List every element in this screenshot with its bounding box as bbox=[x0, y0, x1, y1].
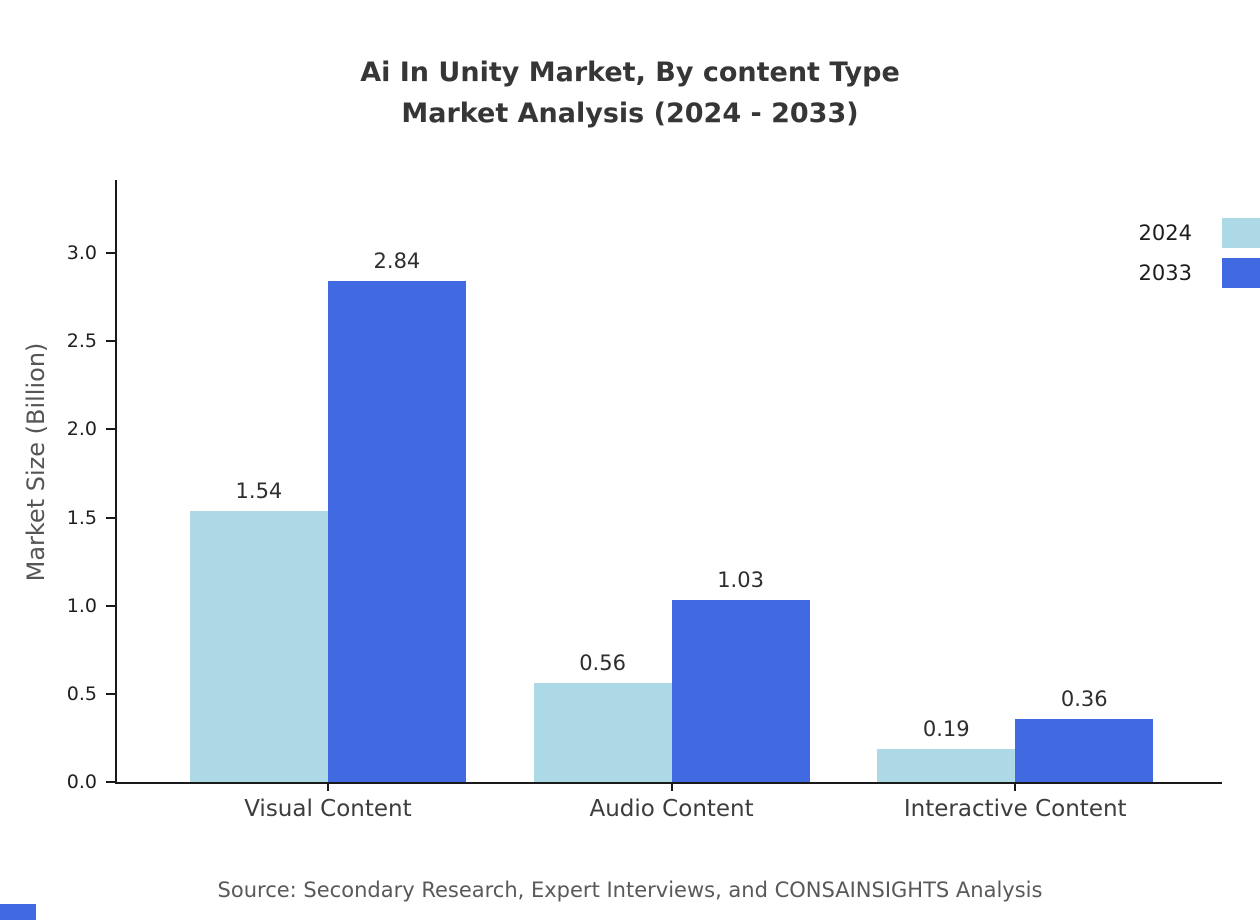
bar-group: 1.54 2.84 bbox=[189, 180, 466, 782]
watermark-corner bbox=[0, 904, 36, 920]
bar-value-label: 1.03 bbox=[717, 568, 764, 593]
x-category-label: Audio Content bbox=[589, 796, 754, 822]
bar-2024 bbox=[189, 510, 328, 782]
bar-wrap: 1.54 bbox=[189, 180, 328, 782]
x-tick-mark bbox=[326, 782, 329, 791]
y-tick-mark bbox=[106, 516, 115, 519]
x-category-label: Interactive Content bbox=[903, 796, 1127, 822]
bar-wrap: 2.84 bbox=[327, 180, 466, 782]
x-tick-mark bbox=[1014, 782, 1017, 791]
bar-2024 bbox=[533, 683, 672, 782]
legend-item: 2024 bbox=[1139, 218, 1260, 248]
y-tick-mark bbox=[106, 604, 115, 607]
bar-value-label: 0.19 bbox=[922, 716, 970, 741]
y-tick-label: 1.0 bbox=[66, 594, 97, 617]
bar-value-label: 1.54 bbox=[235, 478, 283, 503]
legend-item: 2033 bbox=[1139, 258, 1260, 288]
chart-title-line2: Market Analysis (2024 - 2033) bbox=[401, 98, 859, 129]
y-tick-mark bbox=[106, 692, 115, 695]
chart-title: Ai In Unity Market, By content Type Mark… bbox=[0, 52, 1260, 134]
bar-group: 0.19 0.36 bbox=[877, 180, 1154, 782]
chart-title-line1: Ai In Unity Market, By content Type bbox=[360, 57, 900, 88]
x-category-label: Visual Content bbox=[244, 796, 412, 822]
legend-swatch bbox=[1222, 218, 1260, 248]
y-tick-mark bbox=[106, 340, 115, 343]
bar-value-label: 2.84 bbox=[373, 249, 421, 274]
bar-2033 bbox=[671, 600, 810, 782]
bar-wrap: 0.19 bbox=[877, 180, 1016, 782]
bar-wrap: 0.36 bbox=[1015, 180, 1154, 782]
y-tick-label: 0.5 bbox=[66, 682, 97, 705]
y-tick-label: 3.0 bbox=[66, 242, 97, 265]
legend-swatch bbox=[1222, 258, 1260, 288]
legend: 2024 2033 bbox=[1139, 218, 1260, 288]
bar-2024 bbox=[877, 748, 1016, 782]
y-axis-title: Market Size (Billion) bbox=[22, 342, 50, 582]
bar-value-label: 0.36 bbox=[1060, 686, 1108, 711]
y-tick-mark bbox=[106, 428, 115, 431]
y-tick-mark bbox=[106, 252, 115, 255]
y-tick-label: 2.0 bbox=[66, 418, 97, 441]
bar-2033 bbox=[327, 281, 466, 782]
y-tick-label: 2.5 bbox=[66, 330, 97, 353]
legend-label: 2024 bbox=[1138, 221, 1192, 245]
source-note: Source: Secondary Research, Expert Inter… bbox=[217, 878, 1043, 902]
plot-area: 0.0 0.5 1.0 1.5 2.0 2.5 3.0 1.54 2.84 Visual Cont… bbox=[67, 180, 1222, 822]
y-tick-mark bbox=[106, 781, 115, 783]
x-tick-mark bbox=[670, 782, 673, 791]
legend-label: 2033 bbox=[1138, 261, 1192, 285]
bar-value-label: 0.56 bbox=[579, 651, 626, 676]
bar-group: 0.56 1.03 bbox=[533, 180, 810, 782]
y-tick-label: 0.0 bbox=[66, 771, 97, 793]
bar-2033 bbox=[1015, 718, 1154, 782]
bar-wrap: 1.03 bbox=[671, 180, 810, 782]
bar-wrap: 0.56 bbox=[533, 180, 672, 782]
y-tick-label: 1.5 bbox=[66, 506, 97, 529]
